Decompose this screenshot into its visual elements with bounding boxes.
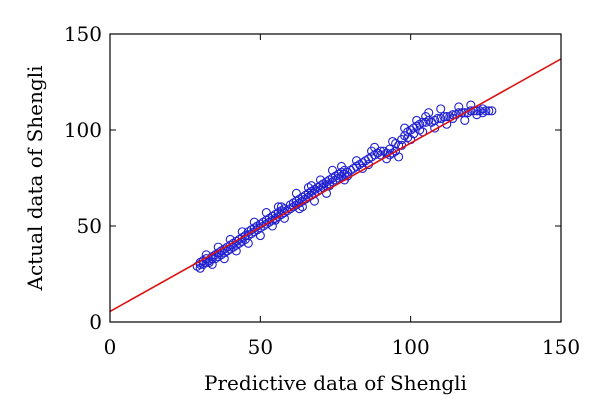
data-point [433, 113, 443, 124]
x-tick-label: 100 [392, 335, 430, 359]
data-point [291, 188, 301, 198]
y-tick-label: 100 [64, 118, 102, 142]
data-point [418, 117, 428, 127]
data-point [231, 246, 241, 256]
data-point [421, 112, 431, 122]
data-point [478, 104, 488, 114]
data-point [327, 165, 338, 175]
y-tick-label: 150 [64, 22, 102, 46]
y-tick-label: 0 [89, 310, 102, 334]
data-point [460, 115, 470, 125]
data-point [261, 208, 271, 218]
data-point [273, 202, 283, 212]
data-point [243, 238, 253, 248]
data-point [436, 104, 446, 114]
plot-frame [109, 33, 562, 323]
data-points [192, 100, 497, 273]
x-tick-label: 0 [104, 335, 117, 359]
x-axis: 0 50 100 150 [104, 34, 580, 359]
data-point [472, 110, 482, 120]
x-axis-title: Predictive data of Shengli [204, 371, 467, 395]
x-tick-label: 50 [248, 335, 273, 359]
data-point [385, 144, 395, 154]
data-point [487, 106, 497, 116]
data-point [391, 138, 401, 148]
data-point [237, 227, 247, 237]
fit-line [109, 58, 562, 313]
y-axis: 0 50 100 150 [64, 22, 561, 334]
data-point [439, 112, 449, 122]
data-point [276, 202, 286, 212]
data-point [249, 217, 259, 227]
data-point [412, 115, 422, 125]
data-point [267, 221, 277, 231]
data-point [336, 161, 347, 172]
data-point [415, 125, 425, 135]
data-point [454, 102, 464, 112]
data-point [376, 150, 386, 160]
data-point [367, 146, 377, 156]
data-point [315, 175, 326, 185]
data-point [219, 254, 229, 264]
y-axis-title: Actual data of Shengli [23, 66, 47, 292]
data-point [394, 152, 404, 162]
data-point [255, 231, 265, 241]
data-point [351, 156, 362, 166]
data-point [448, 113, 458, 124]
x-tick-label: 150 [542, 335, 580, 359]
data-point [207, 259, 217, 269]
data-point [306, 181, 316, 191]
data-point [484, 106, 494, 116]
y-tick-label: 50 [77, 214, 102, 238]
data-point [400, 123, 410, 133]
data-point [195, 263, 205, 273]
data-point [442, 119, 452, 129]
